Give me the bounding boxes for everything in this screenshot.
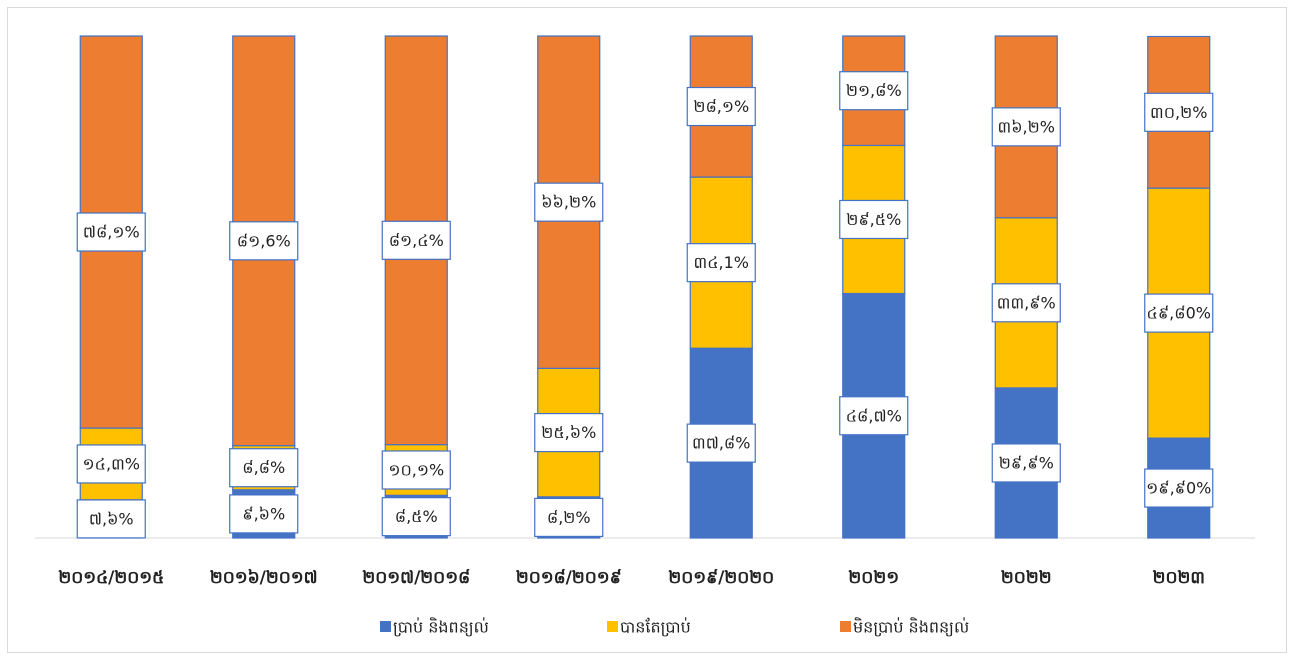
data-label-box — [839, 199, 909, 240]
data-label: ៧៨,១% — [83, 223, 140, 242]
data-label: ៣៧,៨% — [692, 434, 750, 453]
data-label: ២៥,៦% — [541, 423, 596, 442]
data-label: ១៩,៩0% — [1146, 479, 1211, 498]
legend-swatch — [840, 621, 851, 632]
data-label-box — [229, 448, 299, 488]
data-label: ៤៩,៨0% — [1147, 304, 1211, 323]
data-label: ៨១,៤% — [389, 231, 444, 250]
data-label-box — [686, 86, 756, 127]
data-label: ២៨,១% — [693, 97, 749, 116]
data-label-box — [534, 497, 604, 538]
chart-frame — [7, 7, 1287, 653]
data-label-box — [381, 497, 451, 537]
x-tick-label: ២០១៩/២០២០ — [668, 568, 774, 588]
data-label: ៩,៦% — [242, 504, 285, 523]
x-tick-label: ២០១៤/២០១៥ — [58, 568, 164, 588]
data-label: ៧,៦% — [89, 509, 134, 528]
data-label-box — [381, 220, 451, 260]
x-tick-label: ២០១៦/២០១៧ — [210, 568, 318, 588]
x-tick-label: ២០២២ — [1001, 568, 1052, 588]
data-label: ៤៨,៧% — [846, 406, 902, 425]
x-tick-label: ២០១៨/២០១៩ — [516, 568, 622, 588]
data-label: ៣៦,២% — [998, 117, 1055, 136]
data-label-box — [76, 212, 146, 252]
legend-label: មិនប្រាប់ និងពន្យល់ — [853, 617, 969, 637]
data-label: ៨,២% — [547, 508, 591, 527]
data-label-box — [76, 499, 146, 539]
data-label: ១៤,៣% — [83, 454, 140, 473]
data-label: ៣៤,1% — [694, 253, 749, 272]
data-label-box — [534, 182, 604, 222]
data-label: ៨,៨% — [242, 458, 285, 477]
data-label: ៨,៥% — [395, 507, 438, 526]
data-label-box — [1144, 293, 1214, 333]
data-label-box — [839, 396, 909, 436]
legend-swatch — [380, 621, 391, 632]
data-label-box — [229, 494, 299, 534]
data-label: ២១,៨% — [846, 81, 902, 100]
data-label-box — [1144, 468, 1214, 508]
data-label: ៨១,6% — [237, 231, 291, 250]
legend-label: បានតែប្រាប់ — [620, 617, 691, 637]
data-label-box — [229, 221, 299, 261]
data-label: ៣៣,៩% — [997, 293, 1056, 312]
data-label: ២៩,៥% — [846, 210, 901, 229]
data-label: ១០,១% — [388, 460, 444, 479]
data-label-box — [76, 444, 146, 484]
legend-swatch — [607, 621, 618, 632]
data-label: ៣០,២% — [1150, 103, 1207, 122]
x-tick-label: ២០២៣ — [1153, 568, 1205, 588]
data-label-box — [991, 107, 1061, 147]
data-label-box — [991, 443, 1061, 483]
data-label: ២៩,៩% — [999, 453, 1054, 472]
data-label-box — [839, 71, 909, 111]
data-label-box — [686, 423, 756, 463]
data-label-box — [686, 243, 756, 283]
legend-label: ប្រាប់ និងពន្យល់ — [393, 617, 489, 637]
data-label-box — [534, 412, 604, 453]
data-label: ៦៦,២% — [541, 193, 596, 212]
data-label-box — [1144, 92, 1214, 132]
x-tick-label: ២០១៧/២០១៨ — [362, 568, 470, 588]
data-label-box — [991, 283, 1061, 323]
data-label-box — [381, 450, 451, 490]
x-tick-label: ២០២១ — [848, 568, 899, 588]
